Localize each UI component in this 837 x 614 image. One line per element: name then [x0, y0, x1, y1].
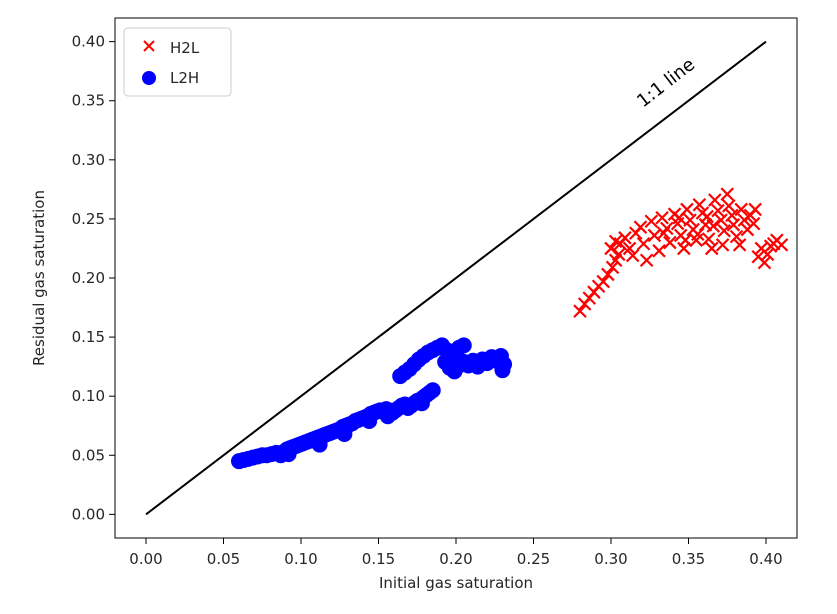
h2l-point [672, 210, 686, 225]
x-tick-label: 0.00 [129, 550, 162, 568]
legend-h2l-x-marker [143, 40, 155, 52]
h2l-point [711, 203, 725, 218]
l2h-point [311, 436, 328, 453]
h2l-point [715, 238, 730, 252]
h2l-point [722, 199, 736, 213]
x-tick-label: 0.40 [749, 550, 782, 568]
h2l-point [663, 235, 677, 250]
h2l-point [656, 226, 671, 240]
series-h2l [573, 187, 789, 318]
x-tick-label: 0.20 [439, 550, 472, 568]
legend-l2h-circle-marker [142, 71, 156, 85]
l2h-point [455, 337, 472, 354]
l2h-point [379, 408, 396, 425]
legend-h2l-label: H2L [170, 39, 200, 57]
h2l-point [655, 210, 669, 225]
h2l-point [720, 187, 735, 201]
one-to-one-line [145, 40, 767, 516]
y-tick-label: 0.30 [72, 151, 105, 169]
one-to-one-line-label: 1:1 line [633, 54, 699, 112]
x-tick-label: 0.05 [207, 550, 240, 568]
h2l-point [644, 214, 659, 229]
h2l-point [636, 236, 651, 251]
h2l-point [774, 238, 789, 252]
h2l-point [596, 274, 611, 289]
legend-l2h-circle-glyph [142, 71, 156, 85]
h2l-point [633, 220, 648, 234]
y-tick-label: 0.20 [72, 269, 105, 287]
h2l-point [746, 216, 761, 231]
h2l-point [622, 241, 637, 256]
y-tick-label: 0.15 [72, 328, 105, 346]
x-tick-label: 0.10 [284, 550, 317, 568]
x-axis-title: Initial gas saturation [379, 574, 533, 592]
l2h-point [424, 382, 441, 399]
l2h-point [361, 413, 378, 429]
h2l-point [601, 267, 615, 282]
h2l-point [748, 202, 762, 217]
h2l-point [611, 247, 626, 262]
h2l-point [717, 223, 731, 238]
h2l-point [652, 244, 666, 258]
h2l-point [692, 197, 707, 212]
y-axis-ticks: 0.00 0.05 0.10 0.15 0.20 0.25 0.30 0.35 0.40 [72, 33, 115, 523]
x-tick-label: 0.35 [672, 550, 705, 568]
legend-l2h-label: L2H [170, 69, 199, 87]
h2l-point [706, 219, 721, 233]
h2l-point [734, 202, 748, 217]
h2l-point [683, 213, 697, 227]
y-tick-label: 0.40 [72, 33, 105, 51]
series-l2h [231, 337, 513, 470]
l2h-point [336, 426, 353, 442]
y-tick-label: 0.25 [72, 210, 105, 228]
y-tick-label: 0.00 [72, 505, 105, 523]
h2l-point [732, 238, 747, 252]
plot-data-layer [145, 40, 789, 516]
h2l-point [604, 241, 618, 256]
y-tick-label: 0.35 [72, 92, 105, 110]
x-tick-label: 0.25 [517, 550, 550, 568]
h2l-point [625, 248, 640, 263]
h2l-point [760, 247, 775, 262]
h2l-point [714, 213, 728, 227]
legend-h2l-x-glyph [143, 40, 155, 52]
h2l-point [573, 304, 587, 318]
l2h-point [413, 395, 430, 412]
x-axis-ticks: 0.00 0.05 0.10 0.15 0.20 0.25 0.30 0.35 0.40 [129, 538, 783, 568]
h2l-point [708, 193, 722, 207]
legend: H2L L2H [123, 27, 232, 97]
x-tick-label: 0.30 [594, 550, 627, 568]
h2l-point [726, 218, 741, 232]
h2l-point [701, 232, 716, 246]
h2l-point [691, 227, 705, 242]
h2l-point [700, 209, 714, 224]
x-tick-label: 0.15 [362, 550, 395, 568]
h2l-point [757, 255, 772, 270]
y-tick-label: 0.10 [72, 387, 105, 405]
l2h-point [494, 362, 511, 379]
l2h-point [280, 446, 297, 463]
y-axis-title: Residual gas saturation [30, 190, 48, 366]
y-tick-label: 0.05 [72, 446, 105, 464]
h2l-point [639, 253, 654, 268]
h2l-point [704, 241, 719, 256]
h2l-point [618, 231, 632, 245]
h2l-point [729, 229, 744, 244]
h2l-point [678, 233, 693, 247]
h2l-point [605, 260, 620, 275]
